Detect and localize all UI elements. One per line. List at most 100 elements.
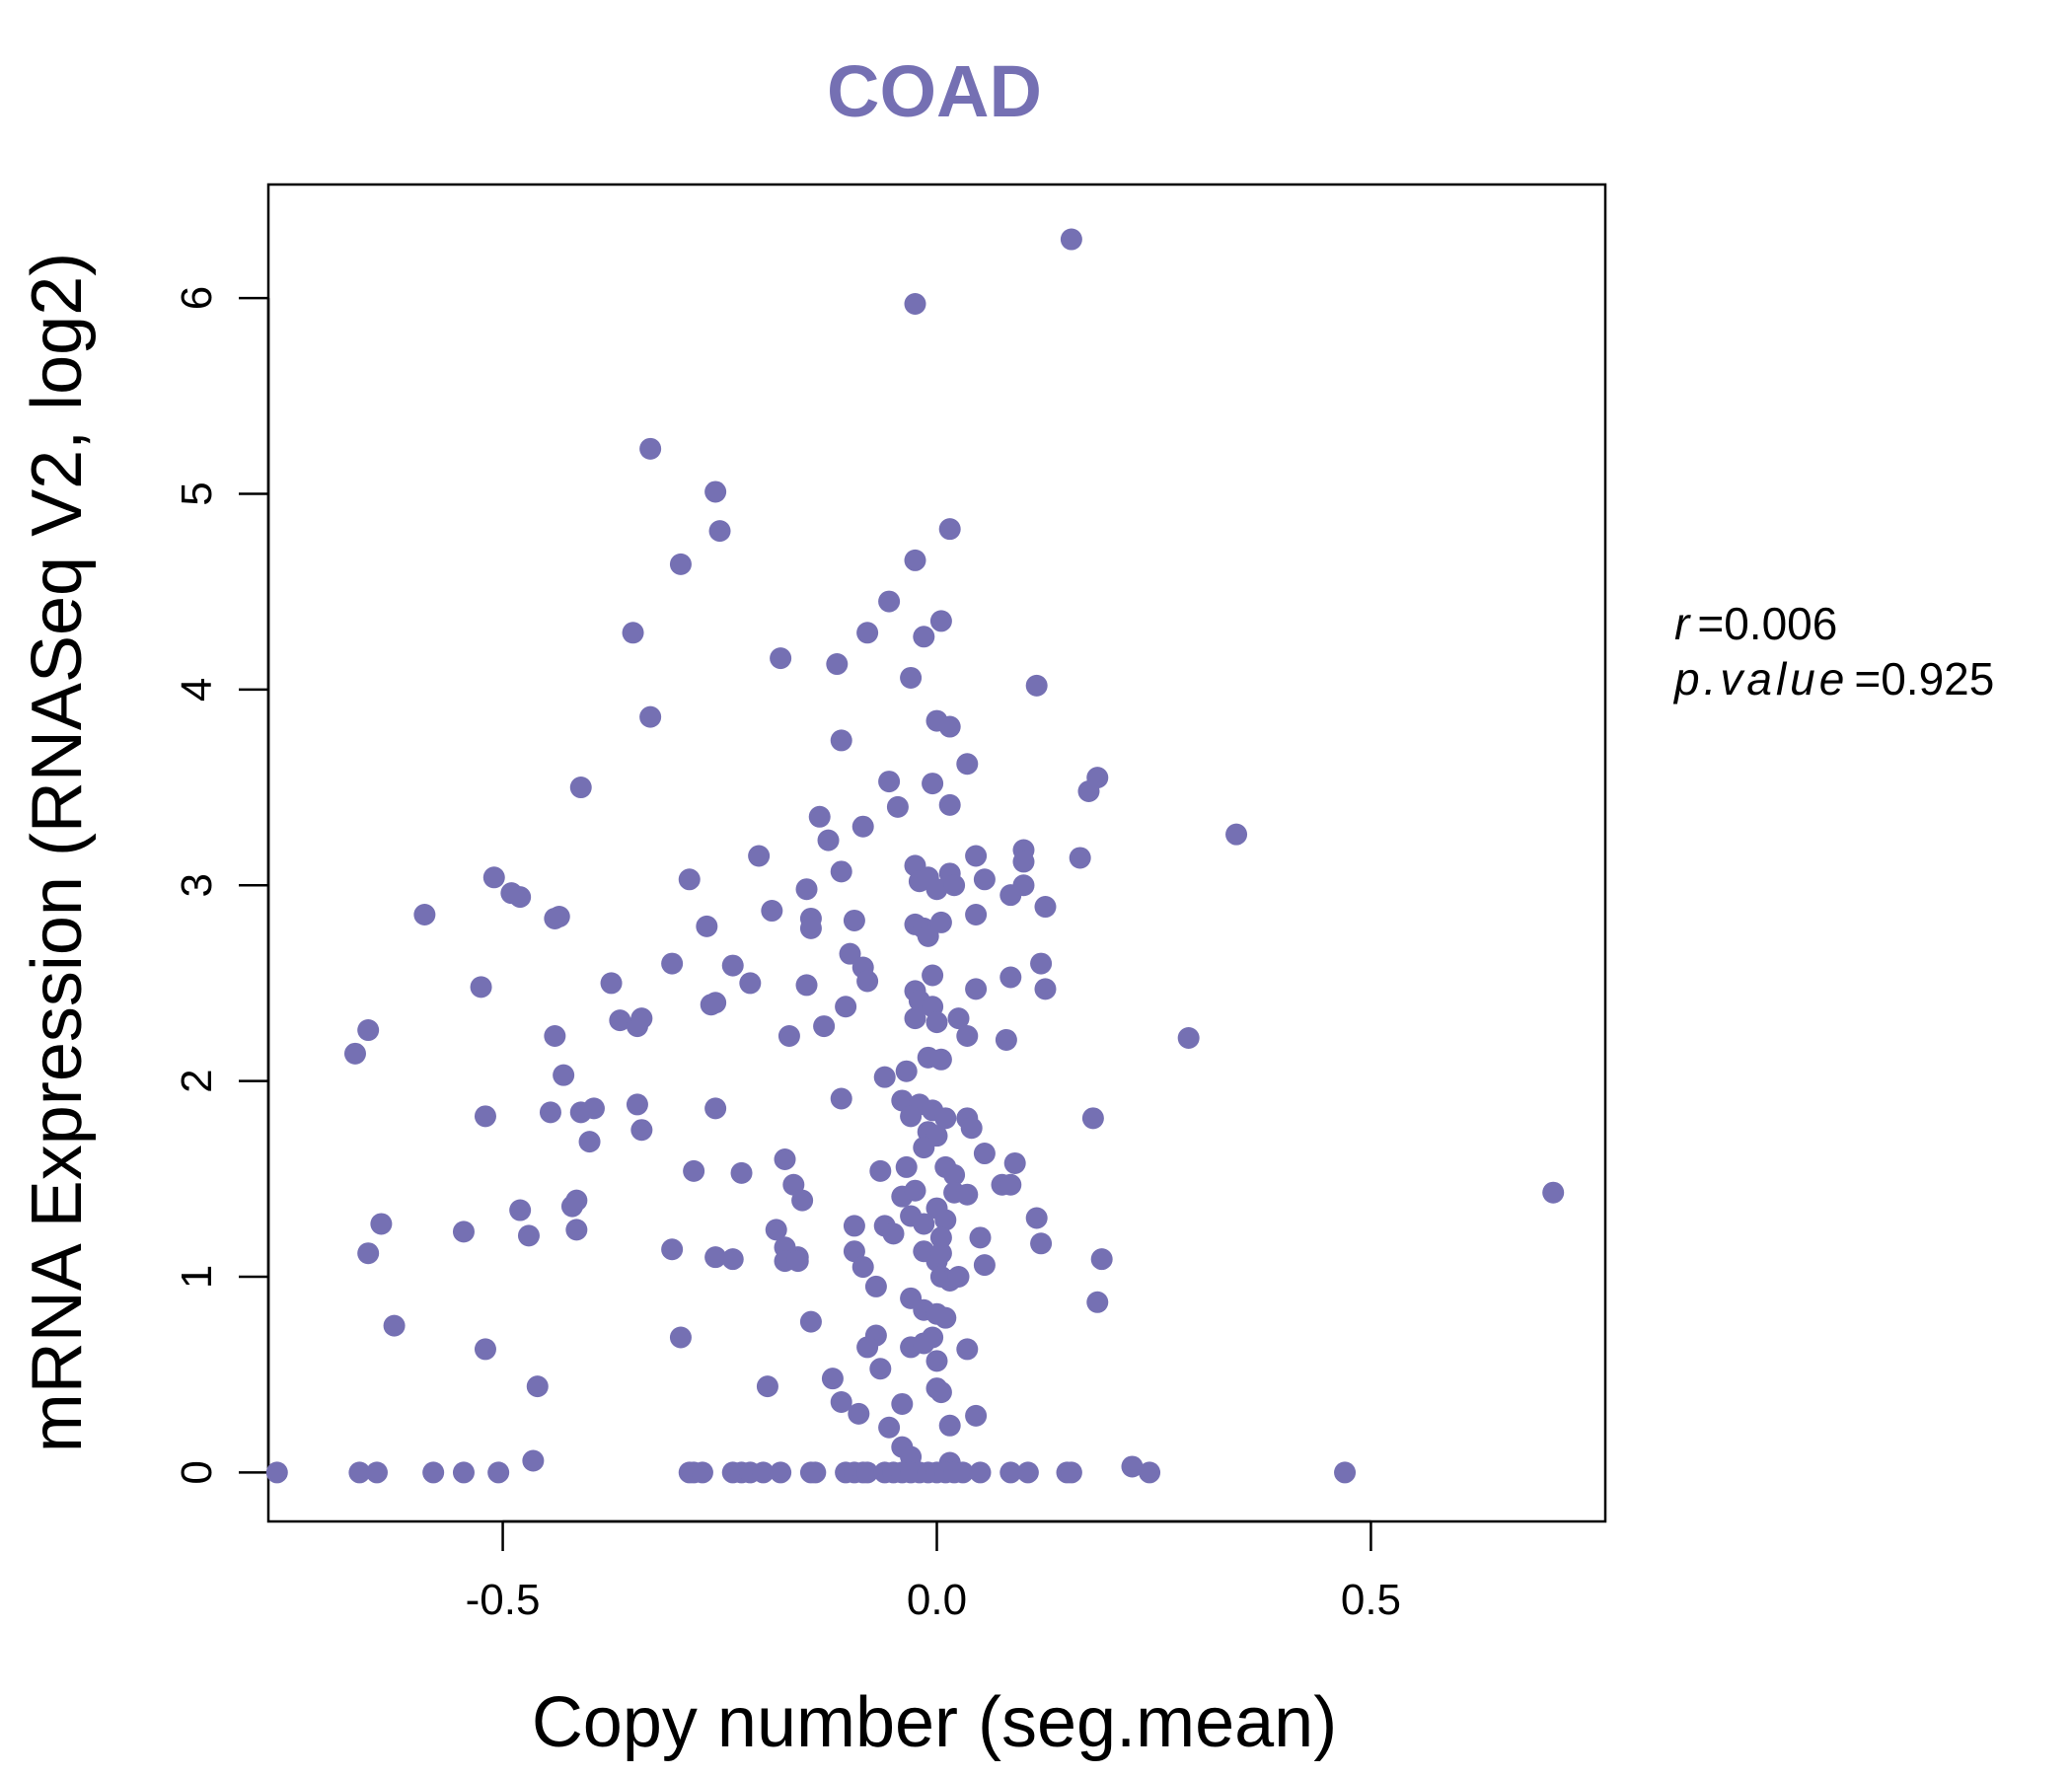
data-point: [943, 1163, 966, 1186]
data-point: [922, 773, 944, 795]
data-point: [539, 1101, 561, 1124]
r-label: r: [1674, 598, 1691, 649]
data-point: [1069, 847, 1091, 869]
data-point: [882, 1222, 905, 1245]
data-point: [509, 1199, 532, 1221]
data-point: [951, 1461, 974, 1484]
data-point: [704, 1246, 727, 1269]
chart-title: COAD: [827, 50, 1042, 132]
data-point: [947, 1266, 970, 1289]
data-point: [851, 1256, 874, 1279]
data-point: [522, 1449, 545, 1472]
data-point: [995, 1028, 1017, 1051]
data-point: [544, 1024, 566, 1047]
data-point: [929, 1242, 952, 1265]
data-point: [913, 1332, 935, 1355]
data-point: [999, 884, 1022, 907]
data-point: [947, 1007, 970, 1030]
data-point: [1334, 1461, 1357, 1484]
data-point: [1016, 1461, 1039, 1484]
data-point: [383, 1314, 406, 1337]
data-point: [913, 626, 935, 648]
data-point: [929, 610, 952, 632]
data-point: [1030, 1232, 1053, 1255]
data-point: [856, 1336, 879, 1359]
data-point: [348, 1461, 371, 1484]
y-axis: 0 1 2 3 4 5 6: [173, 286, 270, 1485]
data-point: [578, 1131, 601, 1153]
data-point: [922, 964, 944, 987]
data-point: [934, 1107, 957, 1130]
data-point: [626, 1093, 648, 1116]
data-point: [856, 1461, 879, 1484]
data-point: [517, 1224, 540, 1247]
data-point: [795, 878, 818, 901]
data-point: [799, 917, 822, 939]
data-point: [938, 518, 961, 541]
data-point: [965, 845, 988, 867]
data-point: [904, 293, 926, 316]
y-tick-label: 2: [173, 1069, 221, 1092]
data-point: [895, 1060, 918, 1082]
data-point: [1090, 1248, 1113, 1271]
data-point: [999, 1173, 1022, 1196]
data-point: [1030, 952, 1053, 975]
data-point: [1086, 1291, 1109, 1313]
data-point: [904, 1179, 926, 1202]
data-point: [956, 1183, 979, 1206]
y-tick-label: 1: [173, 1265, 221, 1289]
data-point: [817, 829, 840, 851]
data-point: [969, 1226, 992, 1249]
data-point: [721, 1248, 744, 1271]
data-point: [804, 1461, 827, 1484]
y-tick-label: 6: [173, 286, 221, 310]
data-point: [565, 1189, 588, 1212]
x-axis-label: Copy number (seg.mean): [532, 1683, 1337, 1762]
data-point: [1025, 1207, 1048, 1229]
data-point: [765, 1219, 787, 1241]
data-point: [357, 1019, 380, 1042]
data-point: [752, 1461, 775, 1484]
data-point: [1542, 1181, 1565, 1204]
data-point: [1177, 1026, 1200, 1049]
data-point: [965, 978, 988, 1000]
x-tick-label: 0.5: [1341, 1576, 1401, 1624]
data-point: [956, 753, 979, 776]
data-point: [569, 777, 592, 799]
data-point: [704, 481, 727, 503]
data-point: [661, 952, 684, 975]
data-point: [622, 622, 644, 644]
data-point: [808, 805, 831, 828]
data-point: [609, 1009, 631, 1032]
x-tick-label: -0.5: [466, 1576, 541, 1624]
data-point: [756, 1375, 778, 1398]
data-point: [669, 553, 692, 575]
data-point: [739, 972, 762, 995]
data-point: [1060, 1461, 1082, 1484]
data-point: [1139, 1461, 1161, 1484]
data-point: [696, 915, 718, 937]
data-point: [843, 1215, 865, 1237]
data-point: [474, 1105, 496, 1128]
pvalue-annotation: p.value =0.925: [1672, 653, 1994, 704]
data-point: [813, 1015, 836, 1038]
r-equals: =: [1697, 598, 1724, 649]
data-point: [821, 1368, 844, 1390]
data-point: [770, 1461, 792, 1484]
data-point: [848, 1402, 870, 1425]
p-equals: =: [1854, 653, 1881, 704]
data-point: [548, 905, 570, 927]
data-point: [869, 1358, 892, 1380]
data-point: [565, 1219, 588, 1241]
data-point: [929, 911, 952, 933]
data-point: [943, 874, 966, 897]
data-point: [669, 1326, 692, 1349]
data-point: [973, 1143, 996, 1165]
data-point: [721, 954, 744, 977]
data-point: [343, 1042, 366, 1065]
data-points: [265, 228, 1565, 1484]
data-point: [917, 925, 939, 947]
data-point: [973, 1254, 996, 1277]
data-point: [900, 1105, 923, 1128]
